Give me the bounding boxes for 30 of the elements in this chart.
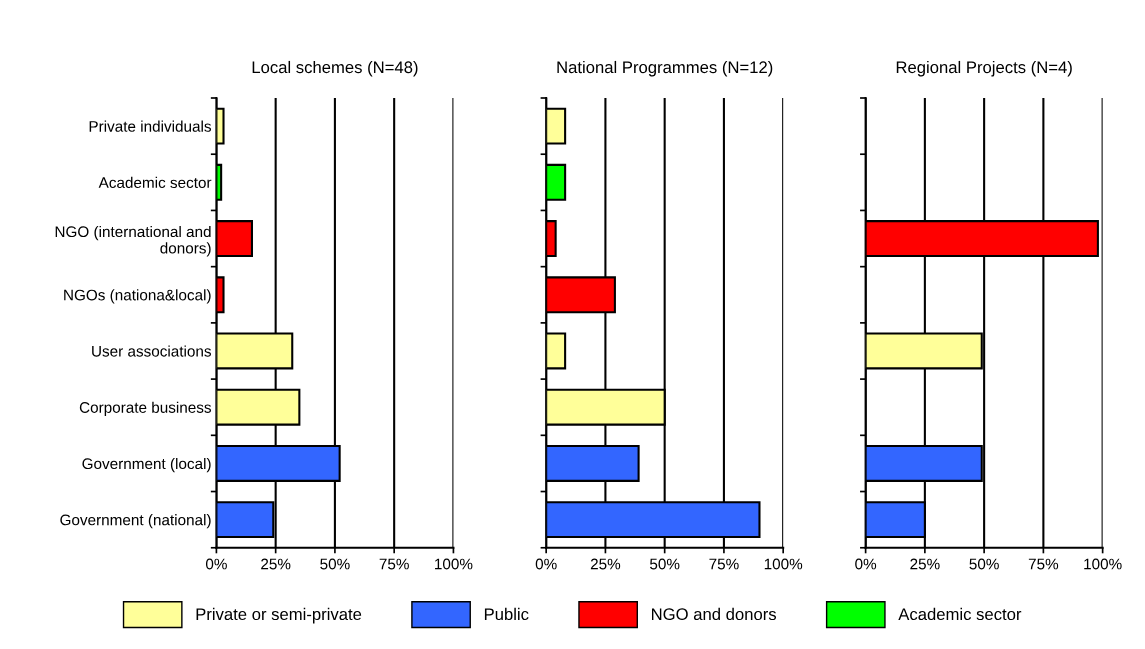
y-tick-label: Government (local) [82,457,211,473]
x-tick-label: 100% [435,558,473,570]
chart-title: National Programmes (N=12) [557,60,773,77]
chart-title: Local schemes (N=48) [252,60,418,77]
x-tick-label: 25% [910,558,940,570]
y-tick-label: Corporate business [79,401,211,416]
y-tick-label: NGO (international and donors) [55,225,211,257]
x-tick-label: 50% [650,558,680,570]
y-tick-label: User associations [92,345,211,357]
x-tick-label: 0% [205,558,227,570]
x-tick-label: 25% [261,558,291,570]
x-tick-label: 0% [855,558,877,570]
x-tick-label: 75% [1028,558,1059,570]
x-tick-label: 25% [590,558,621,570]
x-tick-label: 50% [320,558,350,570]
y-tick-label: Private individuals [89,120,211,132]
x-tick-label: 75% [709,558,739,570]
x-tick-label: 50% [969,558,999,570]
chart-title: Regional Projects (N=4) [896,60,1072,77]
legend-label: NGO and donors [652,607,777,621]
legend-label: Public [484,607,529,621]
legend-label: Private or semi-private [196,607,362,624]
y-tick-label: NGOs (nationa&local) [64,289,211,304]
y-tick-label: Academic sector [98,176,212,189]
x-tick-label: 75% [379,558,409,570]
x-tick-label: 100% [1084,558,1122,570]
x-tick-label: 100% [764,558,803,570]
x-tick-label: 0% [535,558,557,570]
y-tick-label: Government (national) [60,514,211,529]
legend-label: Academic sector [898,607,1022,621]
